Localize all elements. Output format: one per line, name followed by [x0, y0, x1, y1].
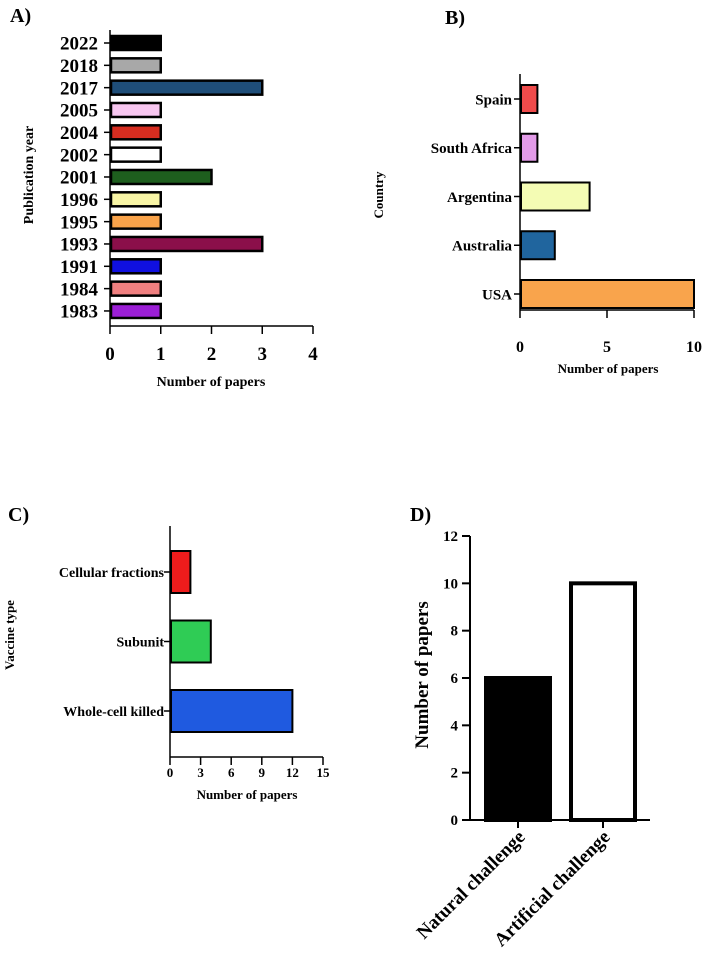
panelb-category-label: Spain [475, 92, 512, 108]
panela-category-label: 2002 [60, 145, 98, 166]
panela-x-tick-label: 0 [105, 344, 115, 365]
panela-category-label: 1995 [60, 212, 98, 233]
panelc-category-label: Whole-cell killed [63, 705, 164, 720]
paneld-y-tick-label: 10 [443, 576, 458, 592]
panela-category-label: 1991 [60, 257, 98, 278]
panela-category-label: 1993 [60, 235, 98, 256]
paneld-y-tick-label: 2 [451, 766, 459, 782]
panelb-category-label: South Africa [431, 141, 513, 157]
panelc-x-tick-label: 3 [197, 765, 204, 780]
panela-category-label: 2018 [60, 56, 98, 77]
panelb-category-label: Argentina [447, 190, 512, 206]
panelc-bar [170, 619, 212, 664]
panelb-x-tick-label: 10 [686, 339, 702, 356]
panela-bar [109, 124, 162, 141]
panela-bar [109, 191, 162, 208]
panela-category-label: 1983 [60, 302, 98, 323]
panelc-bar [170, 689, 294, 733]
panelc-x-axis-label: Number of papers [197, 787, 298, 802]
panela-category-label: 1996 [60, 190, 98, 211]
paneld-y-axis-label: Number of papers [412, 601, 433, 748]
panela-bar [109, 146, 162, 163]
panela-x-tick-label: 1 [156, 344, 166, 365]
panelc-y-axis-label: Vaccine type [2, 600, 17, 670]
panela-category-label: 2004 [60, 123, 99, 144]
panelc-x-tick-label: 15 [317, 765, 331, 780]
panela-bar [109, 168, 213, 186]
panela-category-label: 1984 [60, 279, 99, 300]
panela-x-tick-label: 4 [308, 344, 318, 365]
paneld-y-tick-label: 8 [451, 624, 459, 640]
panelb-bar [520, 279, 695, 309]
panelb-category-label: USA [482, 287, 512, 303]
panelc-x-tick-label: 9 [259, 765, 266, 780]
panelc-label: C) [8, 504, 29, 526]
panela-category-label: 2022 [60, 34, 98, 55]
panela-bar [109, 79, 264, 96]
paneld-label: D) [410, 504, 431, 526]
panelc-x-tick-label: 6 [228, 765, 235, 780]
panelb-bar [520, 230, 556, 261]
panela-category-label: 2005 [60, 101, 98, 122]
panelb-x-tick-label: 5 [603, 339, 611, 356]
paneld-y-tick-label: 12 [443, 529, 458, 545]
paneld-y-tick-label: 4 [451, 718, 459, 734]
paneld-y-tick-label: 6 [451, 671, 459, 687]
panela-bar [109, 235, 264, 253]
panela-bar [109, 57, 162, 74]
panelb-category-label: Australia [452, 239, 513, 255]
panela-category-label: 2001 [60, 168, 98, 189]
panelb-bar [520, 84, 539, 114]
panelb-bar [520, 132, 539, 163]
panela-bar [109, 280, 162, 297]
panela-category-label: 2017 [60, 78, 99, 99]
panelb-x-tick-label: 0 [516, 339, 524, 356]
panelb-y-axis-label: Country [371, 171, 386, 218]
panelc-x-tick-label: 12 [286, 765, 299, 780]
panela-x-tick-label: 3 [258, 344, 268, 365]
panela-bar [109, 258, 162, 275]
panela-bar [109, 213, 162, 230]
panelc-x-tick-label: 0 [167, 765, 174, 780]
paneld-y-tick-label: 0 [451, 813, 459, 829]
panelb-label: B) [445, 7, 465, 29]
panela-y-axis-label: Publication year [22, 126, 37, 224]
panelc-category-label: Cellular fractions [59, 566, 165, 581]
panela-label: A) [10, 5, 31, 27]
panelb-x-axis-label: Number of papers [558, 361, 659, 376]
panela-bar [109, 101, 162, 119]
panela-x-tick-label: 2 [207, 344, 217, 365]
paneld-bar [484, 676, 552, 822]
panelc-category-label: Subunit [117, 635, 165, 650]
paneld-bar [569, 581, 637, 822]
panela-bar [109, 302, 162, 320]
panelc-bar [170, 550, 192, 594]
panela-x-axis-label: Number of papers [157, 375, 266, 390]
panelb-bar [520, 181, 591, 212]
panela-bar [109, 34, 162, 52]
